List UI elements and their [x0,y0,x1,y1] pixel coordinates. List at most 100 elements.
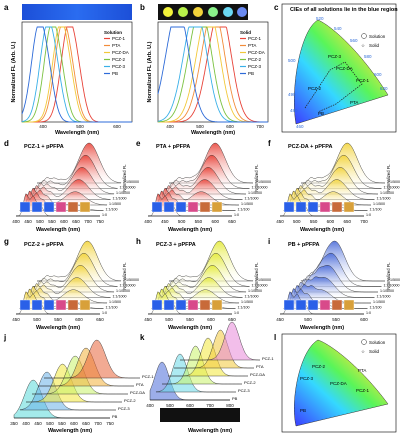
legend-entry: PTA [112,43,120,48]
photo-vial [19,299,31,311]
legend-entry: PCZ-1 [248,36,261,41]
ratio-label: 1:1/100 [238,208,250,212]
panel-d-xtick: 500 [36,219,44,224]
panel-d-zlabel: Normalized FL [122,164,127,192]
photo-vial [55,299,67,311]
ratio-label: 1:1/10000 [120,284,136,288]
ratio-label: 1:1/500 [373,300,385,304]
photo-vial [31,201,43,213]
photo-vial [79,201,91,213]
stack-label: PTA [256,364,264,369]
legend-entry: PCZ-DA [248,50,265,55]
panel-k-xtick: 500 [166,403,174,408]
stack-label: PCZ-2 [124,398,136,403]
waterfall-trace [158,277,243,298]
panel-a-plot [21,26,132,123]
ratio-label: 1:1/1000 [245,295,259,299]
panel-l-legend-solid-marker: ☆ [361,349,366,354]
panel-e-xtick: 600 [211,219,219,224]
panel-j-xtick: 400 [22,421,30,426]
panel-e-zlabel: Normalized FL [254,164,259,192]
legend-entry: PCZ-2 [112,57,125,62]
panel-f-xtick: 600 [327,219,335,224]
panel-l-point-label: PCZ-DA [330,381,347,386]
ratio-label: 1:1/50000 [255,278,271,282]
photo-vial [187,201,199,213]
stack-label: PCZ-3 [118,406,130,411]
panel-c-wl-tick: 540 [334,26,342,31]
panel-c: c CIEs of all solutions lie in the blue … [274,3,398,133]
stack-label: PTA [136,382,144,387]
photo-vial [283,299,295,311]
photo-vial [343,299,355,311]
legend-entry: PB [112,71,118,76]
ratio-label: 1:1/1000 [377,197,391,201]
photo-vial [199,201,211,213]
legend-entry: PCZ-1 [112,36,125,41]
panel-i-xtick: 450 [276,317,284,322]
panel-i-letter: i [268,237,270,246]
panel-c-wl-tick: 460 [296,124,304,129]
photo-vial [295,201,307,213]
panel-e-xlabel: Wavelength (nm) [168,227,212,233]
ratio-label: 1:0 [102,311,107,315]
photo-vial [175,201,187,213]
stack-label: PB [112,414,118,419]
panel-c-point-label: PCZ-1 [356,78,369,83]
panel-l: l Solution ☆ Solid PCZ-2 PCZ-DA PCZ-3 PT… [274,333,397,433]
ratio-label: 1:1/500 [373,202,385,206]
panel-b-axes [157,21,269,123]
waterfall-trace [162,265,247,293]
panel-k-xtick: 400 [146,403,154,408]
ratio-label: 1:1/5000 [380,191,394,195]
panel-h-xtick: 500 [165,317,173,322]
panel-c-point-label: PCZ-DA [336,66,353,71]
waterfall-panels: d PCZ-1 + pPFPA1:1/500001:1/100001:1/5000… [4,139,400,331]
panel-g-xlabel: Wavelength (nm) [36,325,80,331]
panel-h: h PCZ-3 + pPFPA 1:1/50000 1:1/100001:1/5000… [136,237,271,331]
panel-c-point-label: PB [318,111,324,116]
panel-l-axes [281,333,397,433]
ratio-label: 1:1/500 [109,300,121,304]
panel-i-xtick: 500 [304,317,312,322]
panel-a-legend-title: Solution [104,30,122,35]
series-line-pb [21,26,132,123]
ratio-label: 1:1/100 [370,306,382,310]
panel-d-xtick: 700 [84,219,92,224]
panel-e-xtick: 500 [178,219,186,224]
ratio-label: 1:1/5000 [380,289,394,293]
panel-b-xtick: 500 [196,124,204,129]
panel-i-zlabel: Normalized FL [386,262,391,290]
series-line-pb [157,26,268,123]
photo-vial [31,299,43,311]
panel-c-wl-tick: 480 [290,108,298,113]
panel-l-point-label: PCZ-1 [356,388,369,393]
panel-l-legend-solution-marker [361,339,367,345]
photo-vial [43,201,55,213]
panel-b-photo-sample [237,7,247,17]
panel-j-xtick: 350 [10,421,18,426]
ratio-label: 1:1/5000 [116,289,130,293]
panel-f-xtick: 450 [276,219,284,224]
panel-a-legend: Solution PCZ-1 PTA PCZ-DA PCZ-2 PCZ-3 PB [104,30,129,76]
panel-j-xtick: 550 [58,421,66,426]
panel-i-xtick: 600 [360,317,368,322]
waterfall-trace [26,277,111,298]
photo-vial [283,201,295,213]
panel-h-xlabel: Wavelength (nm) [168,325,212,331]
panel-a-letter: a [4,3,9,12]
panel-c-legend-solution-marker [361,33,367,39]
panel-l-legend-solution: Solution [369,340,386,345]
panel-g-title: PCZ-2 + pPFPA [24,242,64,248]
legend-entry: PCZ-3 [248,64,261,69]
panel-e-xtick: 450 [161,219,169,224]
stack-label: PCZ-2 [244,380,256,385]
ratio-label: 1:1/500 [109,202,121,206]
panel-h-letter: h [136,237,141,246]
stack-label: PCZ-DA [250,372,265,377]
ratio-label: 1:1/50000 [387,278,400,282]
panel-e-letter: e [136,139,141,148]
